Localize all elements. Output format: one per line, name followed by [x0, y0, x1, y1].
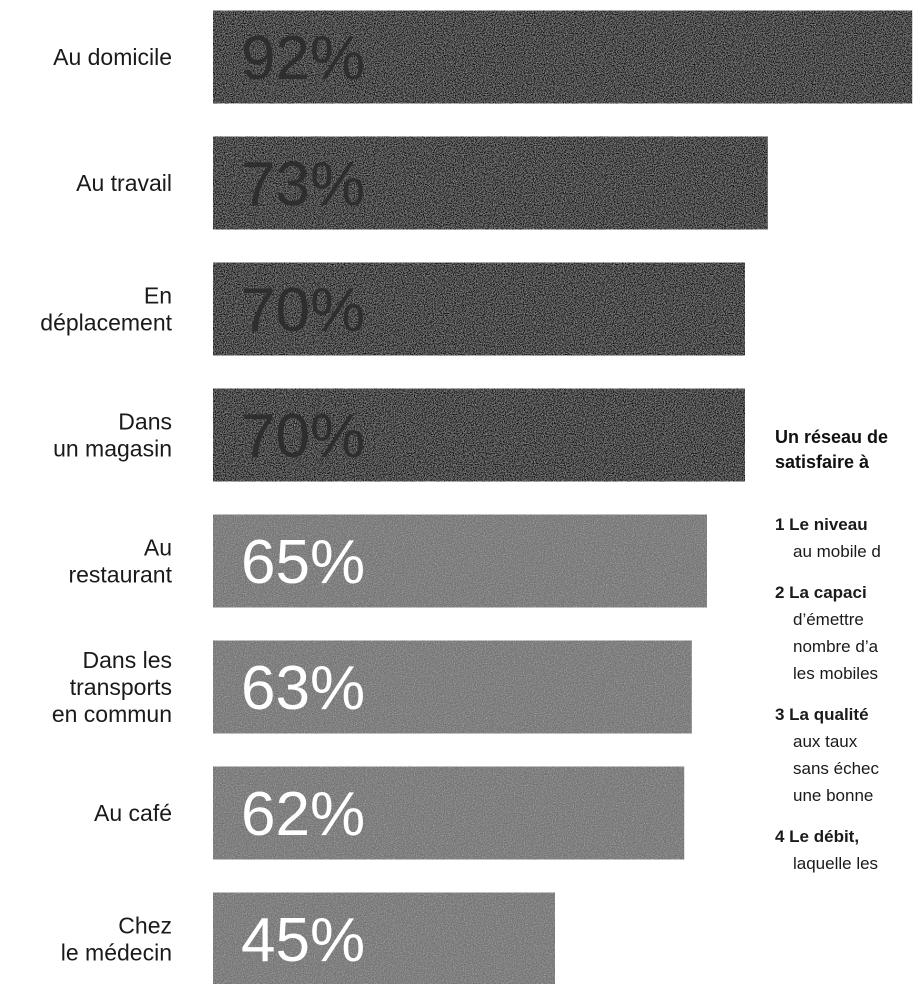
- bar-value-label: 92%: [241, 24, 365, 93]
- bar-value-label: 65%: [241, 528, 365, 597]
- bar-value-label: 62%: [241, 780, 365, 849]
- side-list-item: 4 Le débit, laquelle les: [775, 823, 881, 877]
- bar-value-label: 63%: [241, 654, 365, 723]
- side-title-line: Un réseau de: [775, 427, 889, 447]
- category-label: Dans les: [83, 647, 172, 673]
- category-label: Chez: [118, 913, 172, 939]
- category-label: Au travail: [76, 170, 172, 196]
- bar: [213, 514, 707, 608]
- bar: [213, 640, 692, 734]
- bars-layer: 92% Au domicile 73% Au travail 70% Endéplacem…: [40, 10, 913, 984]
- side-list: 1 Le niveau au mobile d 2 La capaci d’ém…: [775, 511, 881, 891]
- side-item-lead: 1 Le niveau: [775, 515, 868, 534]
- side-item-text: aux taux: [793, 732, 858, 751]
- category-label: Dans: [118, 409, 172, 435]
- side-item-text: une bonne: [793, 786, 874, 805]
- bar: [213, 892, 555, 984]
- side-item-text: sans échec: [793, 759, 879, 778]
- category-label: restaurant: [68, 562, 172, 588]
- bar-value-label: 45%: [241, 906, 365, 975]
- side-item-text: les mobiles: [793, 664, 879, 683]
- category-label: En: [144, 283, 172, 309]
- side-item-text: laquelle les: [793, 854, 879, 873]
- bar: [213, 10, 913, 104]
- bar: [213, 388, 745, 482]
- side-panel-title: Un réseau de satisfaire à: [775, 425, 923, 475]
- category-label: Au: [144, 535, 172, 561]
- category-label: déplacement: [40, 310, 172, 336]
- side-item-lead: 2 La capaci: [775, 583, 867, 602]
- side-item-lead: 4 Le débit,: [775, 827, 860, 846]
- category-label: en commun: [52, 701, 172, 727]
- category-label: transports: [70, 674, 172, 700]
- bar: [213, 766, 685, 860]
- category-label: le médecin: [61, 940, 172, 966]
- side-title-line: satisfaire à: [775, 452, 870, 472]
- side-panel: Un réseau de satisfaire à 1 Le niveau au…: [775, 425, 923, 984]
- bar: [213, 136, 768, 230]
- side-item-lead: 3 La qualité: [775, 705, 869, 724]
- category-label: Au café: [94, 800, 172, 826]
- category-label: un magasin: [53, 436, 172, 462]
- side-item-text: au mobile d: [793, 542, 881, 561]
- bar-value-label: 70%: [241, 276, 365, 345]
- bar-value-label: 73%: [241, 150, 365, 219]
- side-item-text: d’émettre: [793, 610, 864, 629]
- side-list-item: 1 Le niveau au mobile d: [775, 511, 881, 565]
- bar-value-label: 70%: [241, 402, 365, 471]
- bar: [213, 262, 745, 356]
- side-list-item: 2 La capaci d’émettre nombre d’a les mob…: [775, 579, 881, 687]
- side-list-item: 3 La qualité aux taux sans échec une bon…: [775, 701, 881, 809]
- category-label: Au domicile: [53, 44, 172, 70]
- side-item-text: nombre d’a: [793, 637, 879, 656]
